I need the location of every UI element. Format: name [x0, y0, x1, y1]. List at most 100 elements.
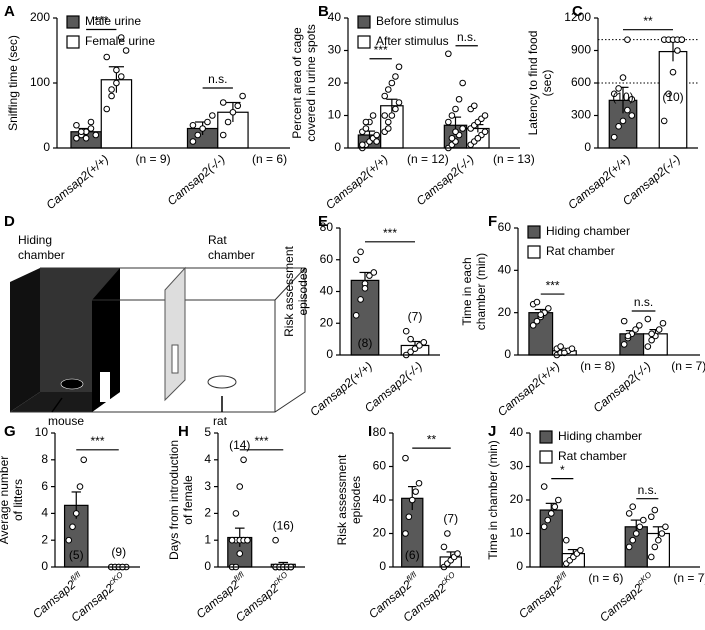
data-point: [405, 513, 413, 521]
hiding-label: Hiding: [18, 233, 52, 247]
data-point: [402, 454, 409, 462]
n-label: (9): [111, 545, 126, 559]
data-point: [533, 298, 541, 306]
data-point: [189, 121, 197, 129]
data-point: [632, 530, 640, 537]
y-tick-label: 4: [204, 452, 211, 466]
data-point: [544, 516, 552, 524]
panel-letter: A: [4, 3, 15, 20]
data-point: [388, 79, 396, 87]
data-point: [82, 134, 90, 142]
y-tick-label: 0: [504, 347, 511, 361]
significance-label: *: [560, 463, 565, 477]
data-point: [665, 90, 672, 98]
y-axis-label: chamber (min): [474, 253, 488, 330]
data-point: [415, 479, 423, 487]
legend-swatch: [539, 450, 553, 464]
data-point: [395, 63, 403, 71]
legend-swatch: [527, 245, 541, 259]
data-point: [615, 85, 622, 92]
y-tick-label: 900: [571, 43, 591, 57]
chamber-side: [10, 268, 40, 412]
data-point: [87, 125, 95, 132]
category-sup: cKO: [107, 570, 125, 587]
y-tick-label: 20: [373, 526, 387, 540]
data-point: [547, 510, 555, 517]
legend-label: Before stimulus: [376, 14, 459, 28]
data-point: [69, 523, 76, 531]
data-point: [655, 536, 662, 544]
data-point: [444, 530, 451, 537]
y-tick-label: 6: [41, 479, 48, 493]
data-point: [620, 341, 628, 348]
data-point: [636, 523, 644, 531]
category-sup: cKO: [271, 570, 289, 587]
data-point: [352, 312, 360, 319]
category-label: Camsap2(+/+): [565, 152, 633, 212]
significance-label: n.s.: [457, 30, 476, 44]
data-point: [219, 131, 227, 139]
y-tick-label: 3: [204, 479, 211, 493]
data-point: [629, 536, 637, 544]
n-label: (10): [612, 90, 633, 104]
y-tick-label: 0: [204, 559, 211, 573]
data-point: [362, 125, 370, 132]
data-point: [412, 488, 419, 495]
data-point: [481, 112, 489, 119]
n-label: (5): [69, 548, 84, 562]
data-point: [76, 483, 84, 490]
n-label: (n = 6): [252, 152, 287, 166]
n-label: (7): [408, 309, 423, 323]
y-tick-label: 300: [571, 108, 591, 122]
data-point: [194, 131, 202, 139]
n-label: (n = 12): [407, 152, 449, 166]
data-point: [615, 123, 622, 130]
significance-label: ***: [374, 43, 388, 57]
panel-letter: H: [178, 423, 189, 440]
data-point: [199, 125, 206, 132]
data-point: [388, 112, 396, 119]
category-label: Camsap2(+/+): [43, 152, 111, 212]
significance-label: **: [643, 14, 653, 28]
data-point: [540, 483, 548, 490]
data-point: [122, 47, 130, 54]
y-axis-label: covered in urine spots: [304, 24, 318, 141]
y-tick-label: 1: [204, 532, 211, 546]
data-point: [108, 92, 115, 100]
data-point: [236, 550, 244, 557]
legend-label: Hiding chamber: [558, 429, 642, 443]
significance-label: ***: [90, 434, 104, 448]
y-tick-label: 0: [326, 347, 333, 361]
data-point: [481, 128, 489, 136]
y-tick-label: 100: [30, 75, 50, 89]
data-point: [619, 74, 627, 81]
y-tick-label: 600: [571, 75, 591, 89]
data-point: [629, 503, 637, 511]
data-point: [224, 118, 232, 126]
y-tick-label: 20: [320, 315, 334, 329]
y-tick-label: 10: [35, 425, 49, 439]
data-point: [189, 138, 197, 145]
legend-label: Rat chamber: [546, 244, 615, 258]
data-point: [562, 536, 570, 544]
legend-swatch: [66, 15, 80, 29]
n-label: (14): [229, 438, 250, 452]
category-sup: cKO: [439, 570, 457, 587]
data-point: [117, 73, 125, 80]
door: [100, 372, 110, 402]
panel-letter: G: [4, 423, 16, 440]
data-point: [669, 68, 677, 76]
y-tick-label: 60: [498, 220, 512, 234]
y-axis-label: episodes: [296, 267, 310, 315]
data-point: [555, 496, 562, 504]
data-point: [459, 125, 466, 132]
data-point: [236, 483, 244, 490]
arrow: [51, 397, 63, 413]
diagram-d: D Hiding chamber Rat chamber mouse rat: [4, 213, 306, 428]
y-tick-label: 30: [328, 43, 342, 57]
data-point: [533, 317, 541, 325]
significance-label: n.s.: [208, 72, 227, 86]
data-point: [545, 305, 552, 312]
y-axis-label: Time in each: [460, 257, 474, 325]
